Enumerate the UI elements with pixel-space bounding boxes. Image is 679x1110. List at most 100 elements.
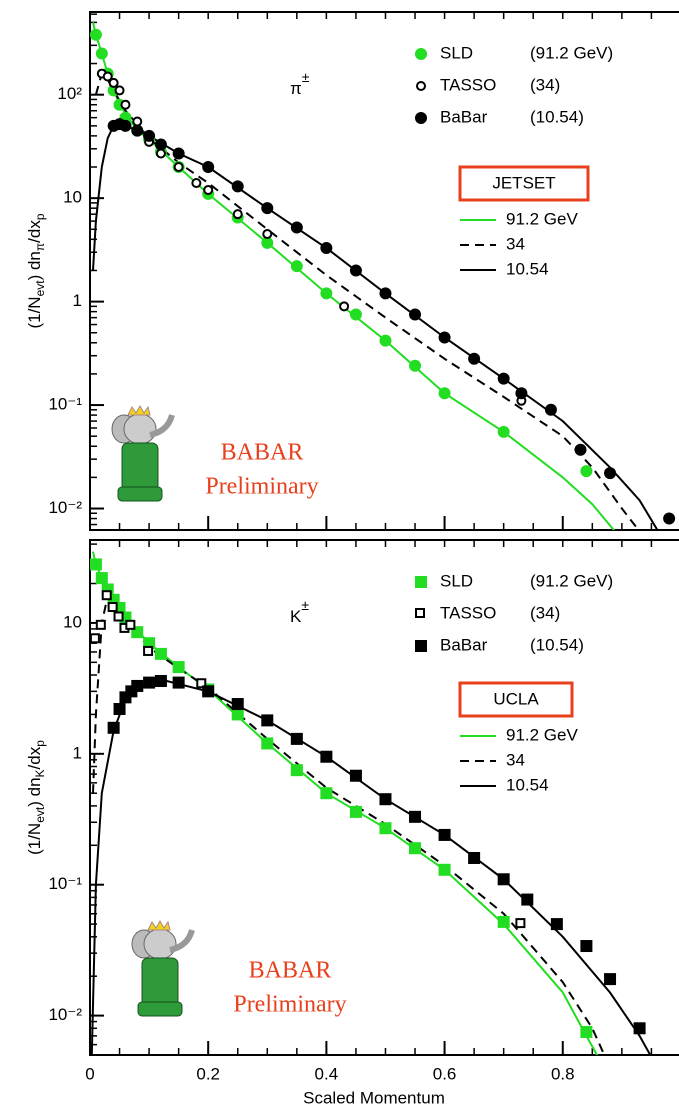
y-tick-label: 1 (73, 291, 82, 310)
point (349, 308, 362, 321)
logo-body (141, 957, 179, 1007)
y-tick-label: 10⁻² (48, 498, 82, 517)
y-axis-title-part: p (33, 213, 47, 220)
legend-marker (415, 608, 425, 618)
point (320, 787, 333, 800)
model-line (92, 22, 616, 530)
point (261, 202, 274, 215)
model-line (92, 593, 606, 1055)
legend-label: 34 (506, 750, 525, 769)
y-axis-title-part: evt (33, 280, 47, 297)
point (172, 661, 185, 674)
particle-label: K± (290, 597, 309, 627)
point (231, 708, 244, 721)
data-layer (90, 22, 676, 530)
point (261, 737, 274, 750)
y-axis-title-part: p (33, 740, 47, 747)
point (102, 71, 113, 82)
point (154, 138, 167, 151)
point (349, 264, 362, 277)
point (438, 331, 451, 344)
legend-marker (416, 81, 426, 91)
point (521, 893, 534, 906)
logo-crown (127, 404, 151, 416)
point (580, 1025, 593, 1038)
y-axis-title-part: (1/N (25, 823, 44, 855)
legend-label: SLD (440, 43, 473, 62)
point (409, 810, 422, 823)
point (515, 387, 528, 400)
point (409, 842, 422, 855)
y-tick-label: 10² (57, 84, 82, 103)
particle: K (290, 607, 302, 626)
point (349, 805, 362, 818)
y-axis-title-part: π (33, 243, 47, 251)
panel: 10⁻² 10⁻¹ 1 10 0 0.2 0.4 0.6 0.8 Scaled Momentum (… (25, 539, 679, 1107)
point (580, 940, 593, 953)
point (339, 301, 350, 312)
point (125, 619, 136, 630)
y-axis-title: (1/Nevt) dnπ/dxp (25, 213, 47, 328)
legend-label: 10.54 (506, 259, 549, 278)
y-tick-label: 10⁻¹ (48, 874, 82, 893)
x-tick-label: 0.2 (196, 1064, 220, 1083)
legend-marker (415, 112, 427, 124)
point (95, 619, 106, 630)
point (173, 162, 184, 173)
y-axis-title-part: /dx (25, 746, 44, 769)
point (114, 85, 125, 96)
point (349, 769, 362, 782)
legend-label: (10.54) (530, 107, 584, 126)
y-tick-label: 1 (73, 743, 82, 762)
point (290, 221, 303, 234)
point (231, 698, 244, 711)
point (320, 750, 333, 763)
legend-label: (91.2 GeV) (530, 43, 613, 62)
point (143, 676, 156, 689)
point (320, 241, 333, 254)
watermark: BABAR (249, 958, 332, 984)
point (131, 679, 144, 692)
point (290, 260, 303, 273)
point (203, 184, 214, 195)
point (101, 590, 112, 601)
x-tick-label: 0.8 (551, 1064, 575, 1083)
point (262, 229, 273, 240)
point (379, 822, 392, 835)
legend-label: SLD (440, 571, 473, 590)
point (191, 178, 202, 189)
point (90, 558, 102, 571)
x-tick-label: 0.4 (315, 1064, 339, 1083)
legend-label: 34 (506, 234, 525, 253)
point (544, 403, 557, 416)
point (107, 721, 120, 734)
point (95, 47, 108, 60)
point (232, 209, 243, 220)
legend-label: 91.2 GeV (506, 209, 578, 228)
model-line (94, 71, 640, 530)
logo-head (123, 413, 157, 445)
point (604, 467, 617, 480)
point (574, 443, 587, 456)
point (409, 359, 422, 372)
legend-label: (91.2 GeV) (530, 571, 613, 590)
point (131, 124, 144, 137)
legend-title: JETSET (492, 173, 555, 192)
watermark: Preliminary (205, 474, 318, 500)
logo-body (121, 442, 159, 492)
point (154, 674, 167, 687)
point (633, 1022, 646, 1035)
logo-legs (117, 486, 163, 502)
point (290, 732, 303, 745)
point (497, 915, 510, 928)
point (107, 602, 118, 613)
legend-label: 10.54 (506, 775, 549, 794)
point (261, 714, 274, 727)
point (379, 334, 392, 347)
particle-label: π± (290, 69, 310, 99)
y-tick-label: 10 (63, 612, 82, 631)
point (90, 28, 102, 41)
y-axis-title-part: /dx (25, 220, 44, 243)
legend-label: TASSO (440, 75, 496, 94)
